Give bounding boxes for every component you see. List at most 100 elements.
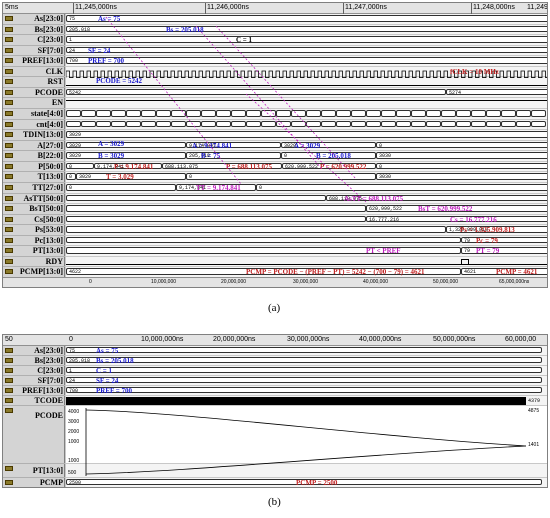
signal-row-t[interactable]: T[13:0] xyxy=(3,172,65,183)
bus-value-segment: 620,999,522 xyxy=(366,205,547,212)
wave-row-state xyxy=(66,109,547,120)
bus-value: 0 xyxy=(69,184,73,191)
time-ruler[interactable]: 50 0 10,000,000ns 20,000,000ns 30,000,00… xyxy=(3,335,547,346)
signal-type-icon xyxy=(5,26,13,32)
bus-value: 24 xyxy=(69,378,76,383)
wave-row-pref: 700 PREF = 700 xyxy=(66,56,547,67)
bus-value: 700 xyxy=(69,58,79,64)
rdy-pulse xyxy=(461,258,469,265)
signal-row-c[interactable]: C[23:0] xyxy=(3,35,65,46)
signal-type-icon xyxy=(5,153,13,159)
signal-row-clk[interactable]: CLK xyxy=(3,67,65,78)
bus-value-segment xyxy=(216,120,231,128)
annotation: PT < PREF xyxy=(366,247,401,256)
signal-name: cnt[4:0] xyxy=(36,119,63,129)
time-tick: 11,249,0 xyxy=(527,4,548,11)
waveform-panel[interactable]: 75 As = 75 205,018 Bs = 205.018 1 C = 1 24 SF =… xyxy=(66,346,547,487)
bus-value-segment xyxy=(486,110,501,117)
bus-value-segment xyxy=(111,120,126,128)
signal-row-cnt[interactable]: cnt[4:0] xyxy=(3,120,65,131)
signal-type-icon xyxy=(5,206,13,212)
bus-value: 0 xyxy=(69,174,73,180)
wave-row-pc: 79 Pc = 79 xyxy=(66,236,547,247)
annotation: Cs = 16.777.216 xyxy=(450,215,497,224)
bus-value: 4622 xyxy=(69,269,82,275)
annotation: Bs = 205.018 xyxy=(96,357,134,365)
signal-name-panel: As[23:0] Bs[23:0] C[23:0] SF[7:0] PREF[13:0]… xyxy=(3,14,65,278)
signal-row-pt[interactable]: PT[13:0] xyxy=(3,464,65,478)
signal-row-ps[interactable]: Ps[53:0] xyxy=(3,225,65,236)
bus-value-segment xyxy=(141,120,156,128)
signal-row-as[interactable]: As[23:0] xyxy=(3,14,65,25)
signal-row-tcode[interactable]: TCODE xyxy=(3,396,65,406)
signal-name: EN xyxy=(51,98,63,108)
signal-row-pcode[interactable]: PCODE xyxy=(3,88,65,99)
signal-row-bst[interactable]: BsT[50:0] xyxy=(3,204,65,215)
bus-value-segment xyxy=(321,110,336,117)
signal-row-tt[interactable]: TT[27:0] xyxy=(3,183,65,194)
bus-value: 3029 xyxy=(69,132,82,138)
annotation: SF = 24 xyxy=(96,377,119,385)
signal-name: PT[13:0] xyxy=(32,246,63,256)
signal-row-bs[interactable]: Bs[23:0] xyxy=(3,356,65,366)
bus-value-segment xyxy=(501,110,516,117)
bus-value-segment: 3029 xyxy=(66,141,186,149)
signal-row-tdin[interactable]: TDIN[13:0] xyxy=(3,130,65,141)
overview-tick: 50,000,000 xyxy=(433,279,459,285)
bus-value: 700 xyxy=(69,388,79,393)
pcode-min-value: 1401 xyxy=(528,442,540,448)
signal-row-pref[interactable]: PREF[13:0] xyxy=(3,386,65,396)
wave-row-tt: 0 9,174,841 0 TT = 9.174.841 xyxy=(66,183,547,194)
signal-row-rst[interactable]: RST xyxy=(3,77,65,88)
wave-row-c: 1 C = 1 xyxy=(66,35,547,46)
signal-row-pcode[interactable]: PCODE xyxy=(3,406,65,464)
signal-row-pt[interactable]: PT[13:0] xyxy=(3,246,65,257)
signal-type-icon xyxy=(5,184,13,190)
signal-row-bs[interactable]: Bs[23:0] xyxy=(3,25,65,36)
signal-row-astt[interactable]: AsTT[50:0] xyxy=(3,194,65,205)
signal-row-as[interactable]: As[23:0] xyxy=(3,346,65,356)
annotation: PCMP = PCODE − (PREF − PT) = 5242 − (700… xyxy=(246,268,425,277)
signal-row-c[interactable]: C[23:0] xyxy=(3,366,65,376)
waveform-panel[interactable]: 75 As = 75 205,018 Bs = 205.018 1 C = 1 24 SF =… xyxy=(65,14,547,278)
bus-value: 75 xyxy=(69,16,76,22)
bus-value: 0 xyxy=(379,163,383,170)
wave-row-b: 3029 205,018 0 3030 B = 3029 B = 75 B = 205.01… xyxy=(66,151,547,162)
signal-row-en[interactable]: EN xyxy=(3,98,65,110)
signal-name: state[4:0] xyxy=(31,109,63,119)
wave-row-pcmp: 2500 PCMP = 2500 xyxy=(66,478,547,487)
overview-ruler[interactable]: 0 10,000,000 20,000,000 30,000,000 40,00… xyxy=(3,277,547,287)
signal-name: SF[7:0] xyxy=(37,376,63,385)
bus-value-segment: 0 xyxy=(66,162,94,170)
wave-row-pt xyxy=(66,464,547,478)
time-ruler[interactable]: 5ms 11,245,000ns 11,246,000ns 11,247,000… xyxy=(3,3,547,14)
signal-row-pc[interactable]: Pc[13:0] xyxy=(3,236,65,247)
time-tick: 10,000,000ns xyxy=(141,336,184,343)
signal-row-pref[interactable]: PREF[13:0] xyxy=(3,56,65,67)
signal-row-b[interactable]: B[22:0] xyxy=(3,151,65,162)
signal-name: B[22:0] xyxy=(37,151,63,161)
annotation: P = 9.174.841 xyxy=(114,162,154,171)
signal-row-rdy[interactable]: RDY xyxy=(3,257,65,268)
signal-row-sf[interactable]: SF[7:0] xyxy=(3,46,65,57)
wave-row-bs: 205,018 Bs = 205.018 xyxy=(66,25,547,36)
bus-value-segment: 79 xyxy=(461,236,547,244)
time-tick: 20,000,000ns xyxy=(213,336,256,343)
signal-row-pcmp[interactable]: PCMP xyxy=(3,478,65,487)
annotation: A = 3029 xyxy=(98,139,125,148)
signal-row-a[interactable]: A[27:0] xyxy=(3,141,65,152)
time-tick: 11,245,000ns xyxy=(75,4,117,11)
wave-row-bs: 205,018 Bs = 205.018 xyxy=(66,356,547,366)
signal-name: Cs[50:0] xyxy=(34,214,63,224)
bus-value: 620,999,522 xyxy=(285,163,319,170)
bus-value-segment xyxy=(291,110,306,117)
signal-row-cs[interactable]: Cs[50:0] xyxy=(3,215,65,226)
bus-value-segment xyxy=(351,110,366,117)
signal-row-p[interactable]: P[50:0] xyxy=(3,162,65,173)
signal-row-state[interactable]: state[4:0] xyxy=(3,109,65,120)
signal-name: T[13:0] xyxy=(37,172,63,182)
bus-value: 24 xyxy=(69,47,76,54)
bus-value-segment: 0 xyxy=(186,173,376,180)
bus-value-segment xyxy=(396,120,411,128)
signal-row-sf[interactable]: SF[7:0] xyxy=(3,376,65,386)
